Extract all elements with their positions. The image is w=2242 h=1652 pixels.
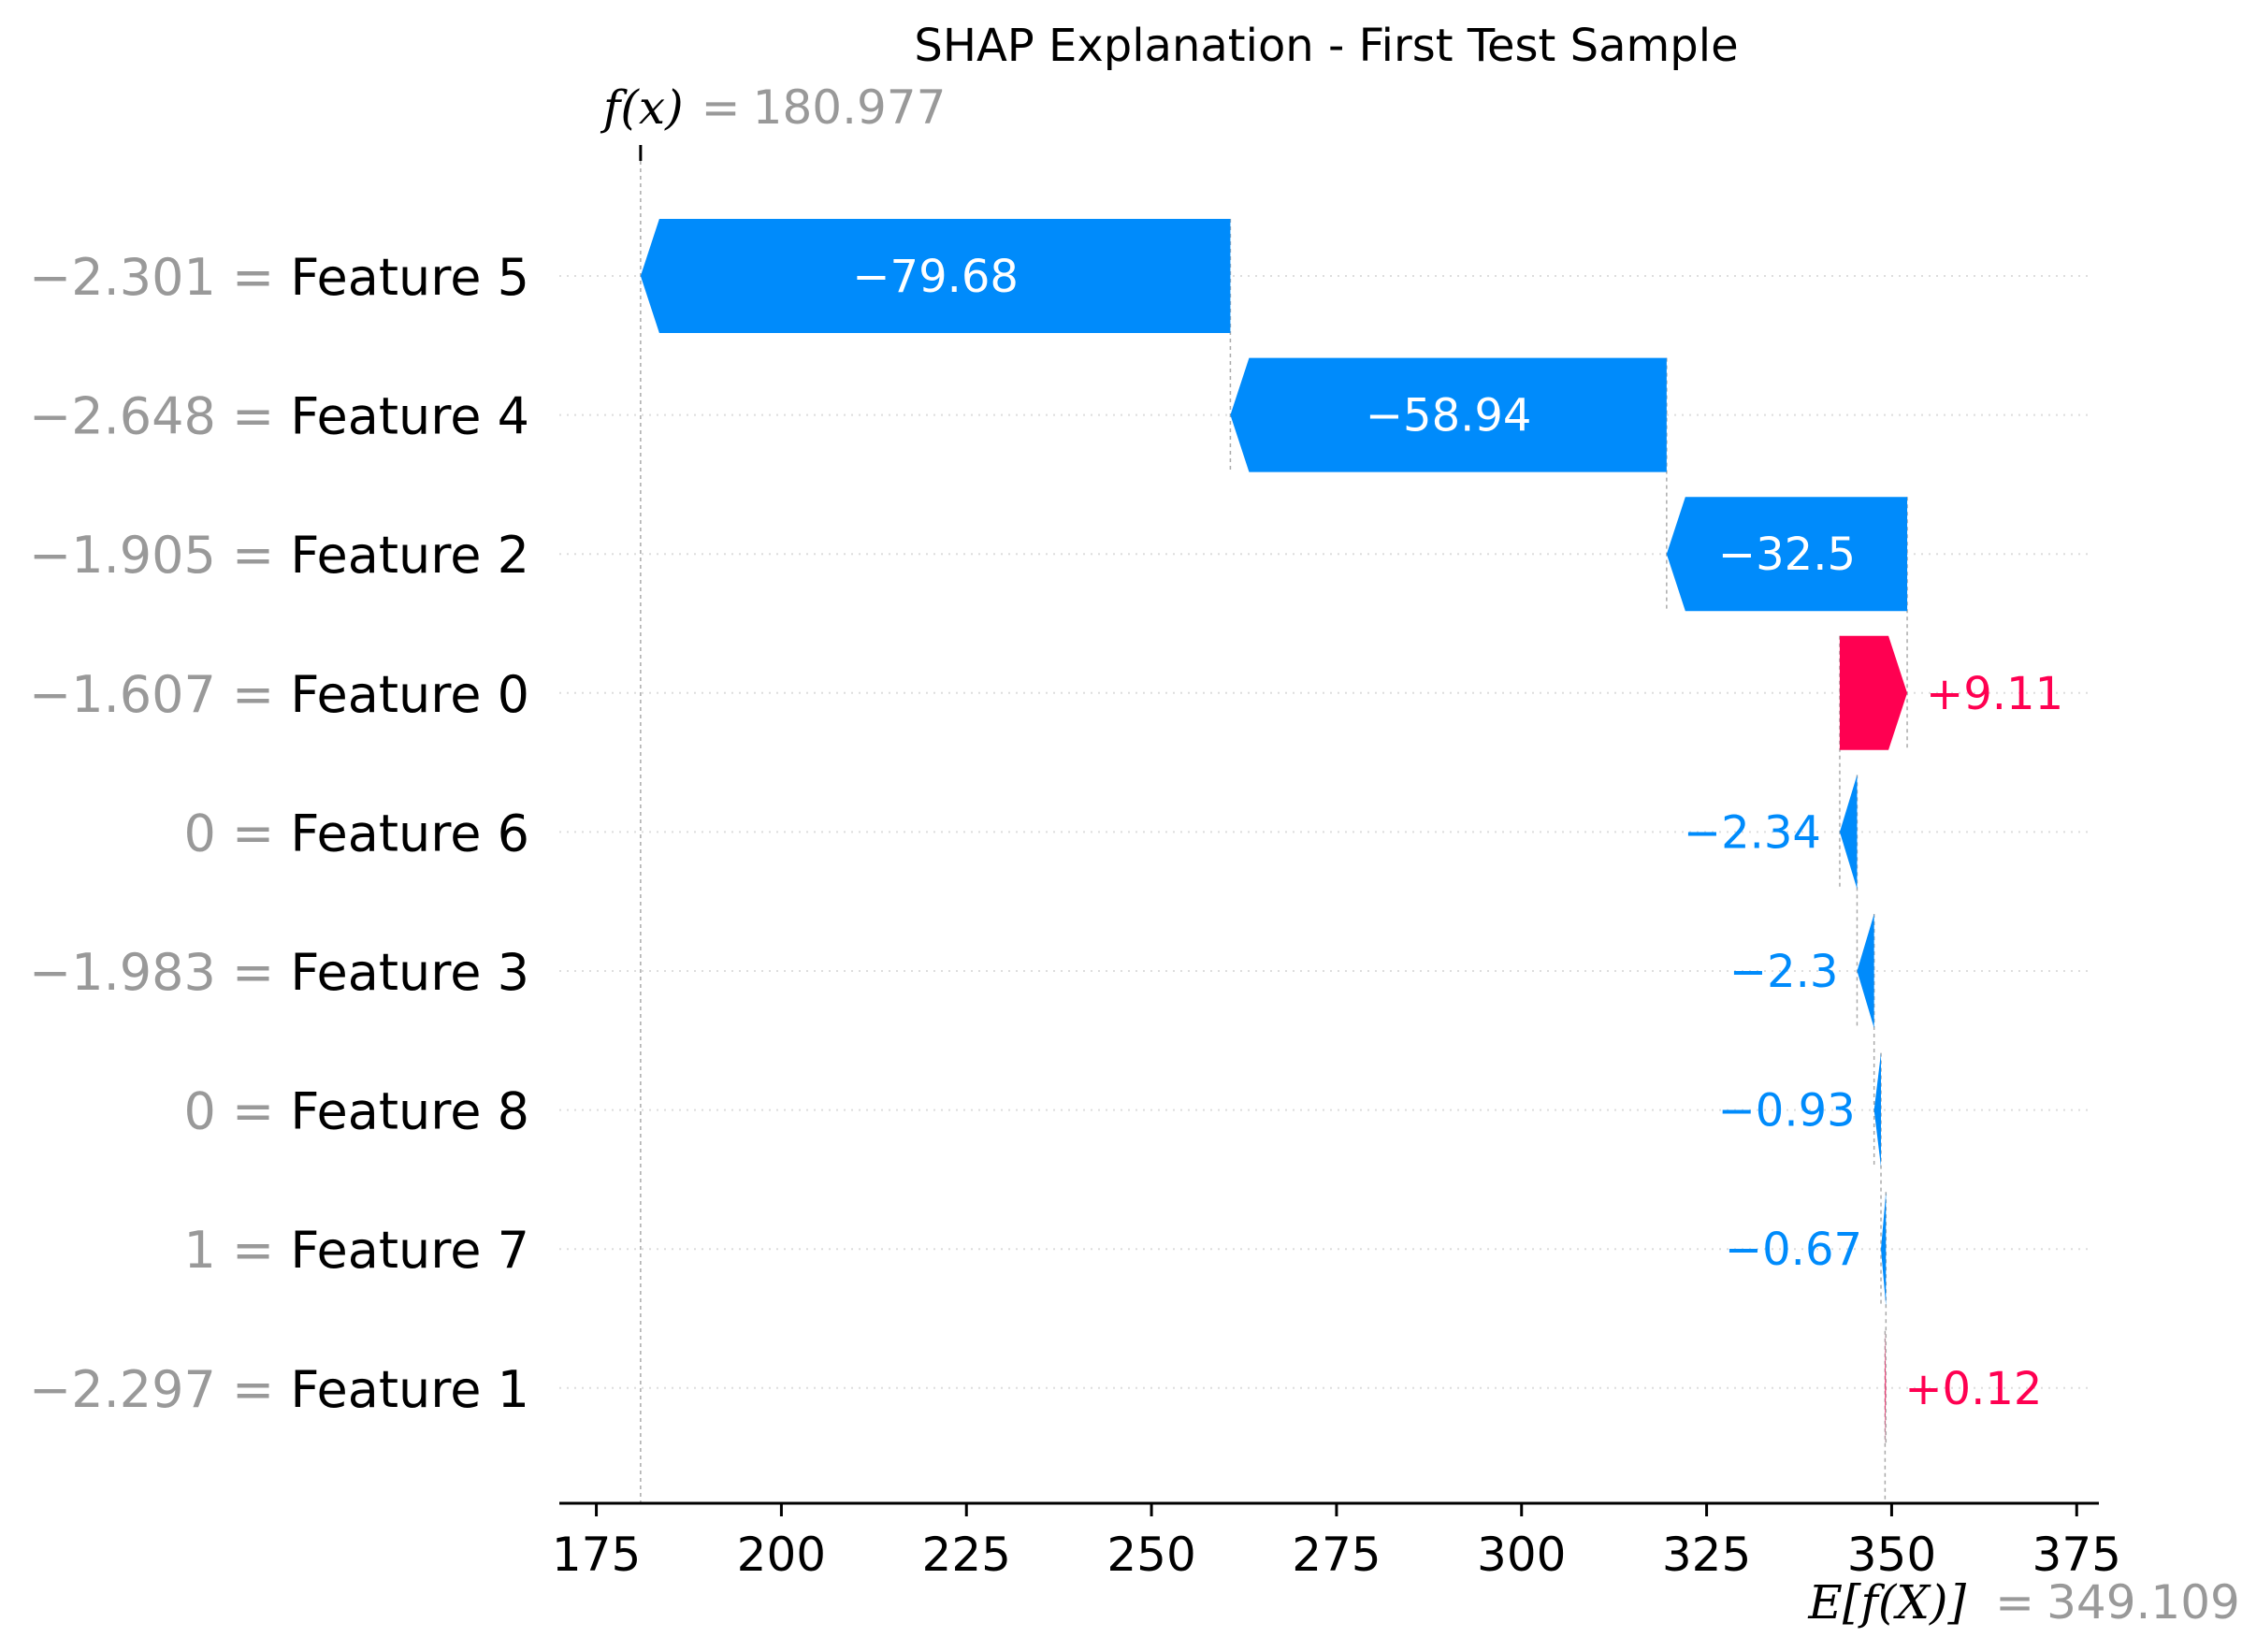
fx-equals: = [702, 80, 741, 135]
shap-bar [1881, 1192, 1887, 1307]
feature-value: −2.301 = [29, 248, 290, 307]
feature-name: Feature 8 [290, 1082, 529, 1141]
shap-bar [1873, 1052, 1882, 1167]
bar-value-label: −79.68 [852, 251, 1019, 303]
shap-bar [1839, 775, 1858, 890]
bar-value-label: −2.34 [1684, 806, 1821, 859]
shap-bar [1857, 914, 1874, 1028]
feature-value: −1.607 = [29, 665, 290, 724]
feature-name: Feature 7 [290, 1221, 529, 1280]
x-tick-label: 225 [922, 1528, 1011, 1582]
feature-value: −1.905 = [29, 526, 290, 585]
x-tick-label: 375 [2032, 1528, 2121, 1582]
feature-name: Feature 0 [290, 665, 529, 724]
shap-bar [640, 219, 1231, 333]
efx-label: E[f(X)] = 349.109 [1807, 1575, 2239, 1630]
bar-value-label: +0.12 [1904, 1363, 2042, 1415]
chart-title: SHAP Explanation - First Test Sample [914, 20, 1738, 72]
row-grid-layer [559, 275, 2088, 1389]
bar-layer [640, 219, 1908, 1445]
shap-bar [1230, 357, 1667, 472]
fx-value: 180.977 [753, 80, 947, 135]
x-tick-label: 175 [552, 1528, 641, 1582]
bar-value-label: −0.67 [1725, 1224, 1862, 1276]
efx-symbol: E[f(X)] [1807, 1575, 1966, 1630]
x-tick-label: 250 [1107, 1528, 1195, 1582]
x-tick-label: 300 [1477, 1528, 1566, 1582]
feature-label: −1.607 = Feature 0 [29, 665, 529, 724]
feature-label: −1.983 = Feature 3 [29, 943, 529, 1002]
x-tick-label: 200 [737, 1528, 826, 1582]
x-tick-label: 325 [1662, 1528, 1751, 1582]
fx-annotation: f(x) = 180.977 [600, 80, 947, 161]
shap-bar [1666, 497, 1908, 612]
feature-name: Feature 5 [290, 248, 529, 307]
x-axis: 175 200 225 250 275 300 325 350 375 [552, 1501, 2121, 1582]
shap-bar [1839, 635, 1908, 750]
connector-layer [640, 161, 1908, 1503]
feature-value: −2.648 = [29, 387, 290, 446]
feature-name: Feature 1 [290, 1360, 529, 1419]
feature-name: Feature 6 [290, 804, 529, 862]
feature-name: Feature 3 [290, 943, 529, 1002]
feature-label: −1.905 = Feature 2 [29, 526, 529, 585]
efx-equals: = [1995, 1575, 2034, 1630]
feature-name: Feature 2 [290, 526, 529, 585]
feature-label: −2.301 = Feature 5 [29, 248, 529, 307]
feature-label: 0 = Feature 8 [183, 1082, 529, 1141]
bar-value-label: −32.5 [1718, 529, 1856, 581]
feature-value: 0 = [183, 1082, 290, 1141]
fx-symbol: f(x) [600, 80, 684, 135]
bar-value-label: −0.93 [1718, 1085, 1856, 1138]
feature-value: 1 = [183, 1221, 290, 1280]
feature-label: 0 = Feature 6 [183, 804, 529, 862]
bar-value-label: −2.3 [1729, 946, 1839, 998]
feature-name: Feature 4 [290, 387, 529, 446]
feature-label: −2.297 = Feature 1 [29, 1360, 529, 1419]
fx-label: f(x) = 180.977 [600, 80, 947, 135]
bar-value-label: −58.94 [1366, 390, 1532, 442]
feature-value: −1.983 = [29, 943, 290, 1002]
feature-label: −2.648 = Feature 4 [29, 387, 529, 446]
feature-value: −2.297 = [29, 1360, 290, 1419]
bar-value-label: +9.11 [1926, 668, 2063, 720]
shap-bar [1885, 1330, 1887, 1445]
feature-value: 0 = [183, 804, 290, 862]
x-tick-label: 350 [1847, 1528, 1936, 1582]
feature-label: 1 = Feature 7 [183, 1221, 529, 1280]
efx-annotation: E[f(X)] = 349.109 [1807, 1575, 2239, 1630]
label-layer: −79.68 −2.301 = Feature 5 −58.94 −2.648 = F… [29, 248, 2063, 1419]
efx-value: 349.109 [2047, 1575, 2240, 1630]
x-tick-label: 275 [1292, 1528, 1381, 1582]
